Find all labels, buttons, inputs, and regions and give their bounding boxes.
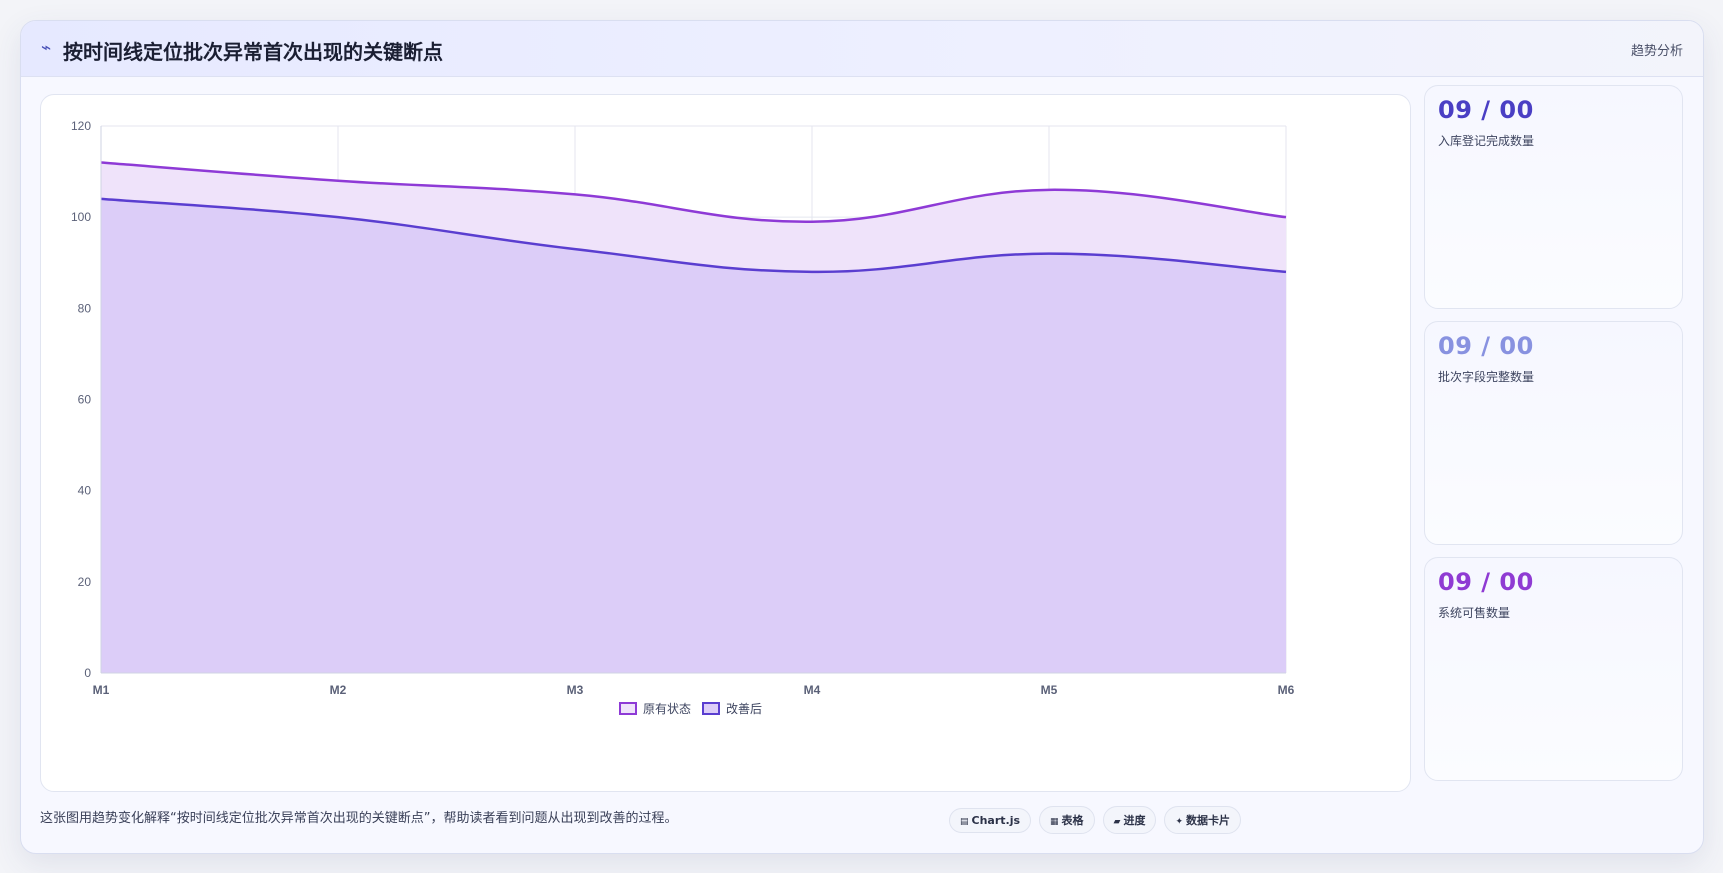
stat-card-1: 09 / 00 入库登记完成数量 — [1424, 85, 1683, 309]
series-area-2 — [101, 198, 1286, 673]
chip-progress[interactable]: ▰ 进度 — [1102, 806, 1157, 834]
y-tick-label: 100 — [71, 210, 91, 224]
area-chart: 0 20 40 60 80 100 120 M1 M2 M3 M4 M5 M6 原有状态 改善后 — [71, 119, 1295, 716]
x-tick-label: M4 — [804, 683, 821, 697]
legend-swatch — [702, 702, 720, 715]
card-tag: 趋势分析 — [1630, 44, 1683, 59]
x-tick-label: M1 — [93, 683, 110, 697]
stat-label: 批次字段完整数量 — [1438, 370, 1535, 384]
y-tick-label: 20 — [78, 575, 92, 589]
stat-value: 09 / 00 — [1438, 568, 1534, 596]
progress-icon: ▰ — [1113, 817, 1121, 827]
chart-icon: ▤ — [960, 817, 969, 827]
card-icon: ✦ — [1175, 817, 1184, 827]
y-tick-label: 80 — [78, 301, 92, 315]
x-tick-label: M6 — [1278, 683, 1295, 697]
chip-label: 进度 — [1123, 814, 1146, 827]
chip-data-card[interactable]: ✦ 数据卡片 — [1164, 806, 1242, 834]
legend-label: 原有状态 — [643, 702, 691, 716]
y-tick-label: 0 — [84, 666, 91, 680]
chip-label: 数据卡片 — [1186, 814, 1231, 827]
stat-value: 09 / 00 — [1438, 96, 1534, 124]
table-icon: ▦ — [1050, 817, 1059, 827]
chip-label: 表格 — [1061, 814, 1084, 827]
stat-label: 入库登记完成数量 — [1438, 134, 1535, 148]
series-line-2 — [100, 197, 1287, 274]
legend-swatch — [619, 702, 637, 715]
y-tick-label: 60 — [78, 393, 92, 407]
report-card: ⌁ 按时间线定位批次异常首次出现的关键断点 趋势分析 0 20 40 60 80 100 1… — [20, 20, 1704, 854]
tech-chips: ▤ Chart.js ▦ 表格 ▰ 进度 ✦ 数据卡片 — [949, 806, 1249, 834]
trend-line-icon: ⌁ — [41, 38, 52, 58]
chart-caption: 这张图用趋势变化解释“按时间线定位批次异常首次出现的关键断点”，帮助读者看到问题… — [40, 811, 678, 826]
x-tick-label: M3 — [567, 683, 584, 697]
card-header: ⌁ 按时间线定位批次异常首次出现的关键断点 趋势分析 — [21, 21, 1703, 77]
stat-card-2: 09 / 00 批次字段完整数量 — [1424, 321, 1683, 545]
stat-value: 09 / 00 — [1438, 332, 1534, 360]
x-tick-label: M5 — [1041, 683, 1058, 697]
chip-chartjs[interactable]: ▤ Chart.js — [949, 808, 1032, 833]
legend-label: 改善后 — [726, 701, 762, 716]
chart-panel: 0 20 40 60 80 100 120 M1 M2 M3 M4 M5 M6 原有状态 改善后 — [40, 94, 1411, 792]
chip-table[interactable]: ▦ 表格 — [1039, 806, 1095, 834]
y-tick-label: 40 — [78, 484, 92, 498]
stat-card-3: 09 / 00 系统可售数量 — [1424, 557, 1683, 781]
y-tick-label: 120 — [71, 119, 91, 133]
series-line-1 — [100, 161, 1287, 223]
x-tick-label: M2 — [330, 683, 347, 697]
stat-label: 系统可售数量 — [1438, 606, 1511, 620]
card-title: 按时间线定位批次异常首次出现的关键断点 — [63, 40, 443, 64]
chip-label: Chart.js — [971, 814, 1021, 827]
